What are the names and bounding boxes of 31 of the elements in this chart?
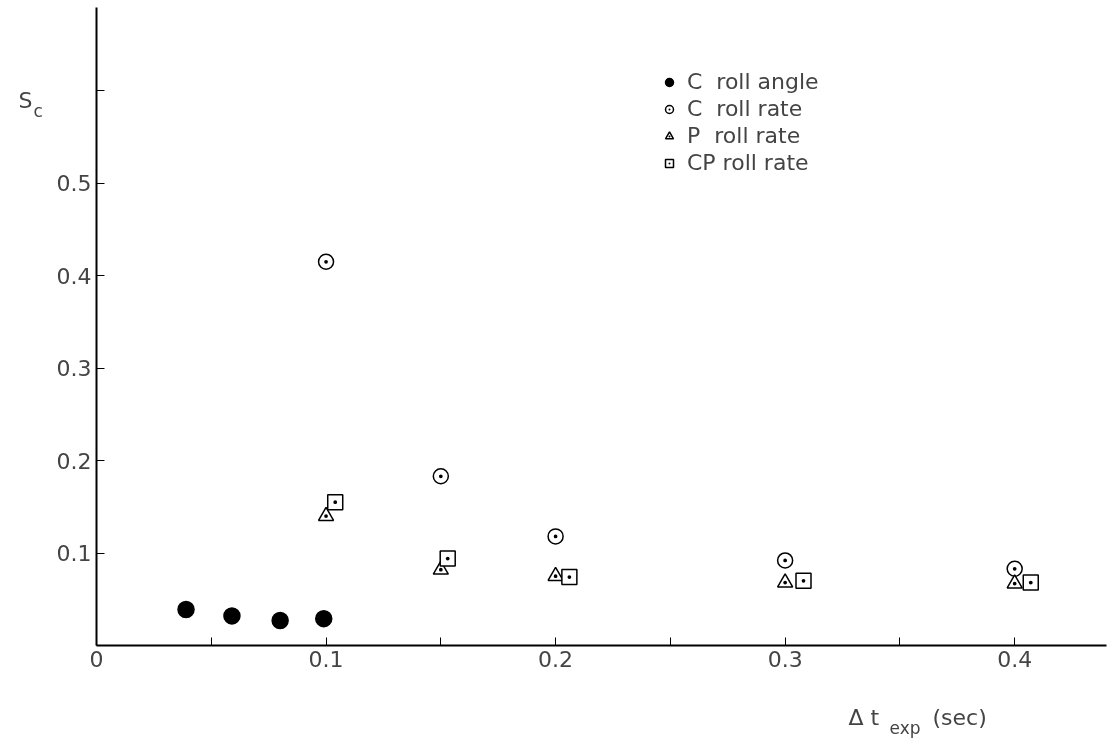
point [271, 611, 289, 630]
point [1022, 574, 1039, 591]
x-tick-label: 0.1 [308, 646, 344, 672]
legend-label: C roll angle [687, 69, 819, 94]
point [315, 609, 333, 628]
point [776, 573, 794, 588]
legend-label: C roll rate [687, 96, 803, 121]
point [326, 493, 344, 511]
point [317, 506, 335, 522]
y-tick-label: 0.5 [56, 171, 92, 197]
point [177, 600, 195, 619]
y-tick-label: 0.3 [56, 356, 92, 382]
point [223, 607, 241, 625]
point [561, 568, 578, 586]
point [1006, 560, 1023, 577]
x-tick-label: 0.2 [538, 646, 574, 672]
y-tick-label: 0.4 [56, 263, 92, 289]
x-tick-label: 0.4 [997, 646, 1033, 672]
legend-label: CP roll rate [687, 150, 809, 175]
point [776, 552, 794, 569]
x-tick-label: 0 [89, 646, 104, 672]
point [795, 572, 812, 590]
point [1006, 574, 1023, 589]
point [317, 253, 335, 271]
y-tick-label: 0.2 [56, 448, 92, 474]
x-tick-label: 0.3 [767, 646, 803, 672]
legend-label: P roll rate [687, 123, 801, 148]
point [547, 528, 564, 545]
y-tick-label: 0.1 [56, 541, 92, 567]
point [432, 468, 450, 485]
point [439, 550, 456, 567]
